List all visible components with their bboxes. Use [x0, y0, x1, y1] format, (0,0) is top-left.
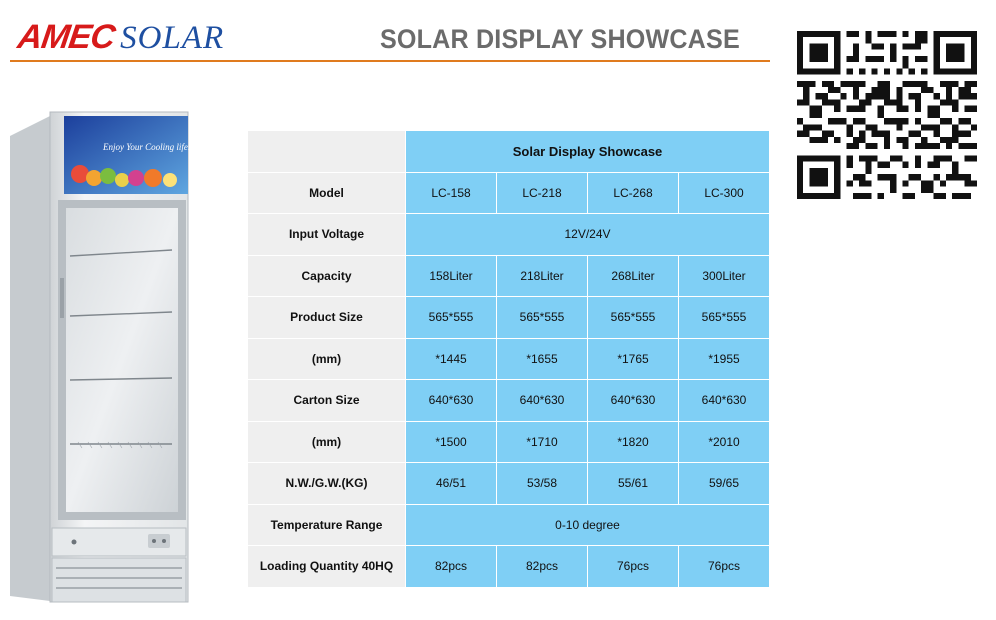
- table-cell: 12V/24V: [404, 213, 771, 256]
- table-cell: 565*555: [496, 296, 588, 339]
- row-label-input-voltage: Input Voltage: [247, 213, 406, 256]
- table-corner-cell: [247, 130, 406, 173]
- row-label-model: Model: [247, 171, 406, 214]
- table-header-row: Solar Display Showcase: [247, 130, 771, 173]
- table-cell: 565*555: [405, 296, 497, 339]
- table-cell: *1955: [677, 337, 771, 380]
- header-divider: [10, 60, 770, 62]
- table-cell: 46/51: [405, 462, 497, 505]
- table-cell: 218Liter: [496, 254, 588, 297]
- table-cell: 0-10 degree: [404, 503, 771, 546]
- table-row: Model LC-158 LC-218 LC-268 LC-300: [247, 171, 771, 214]
- row-label-carton-size-unit: (mm): [247, 420, 406, 463]
- table-cell: 640*630: [587, 379, 679, 422]
- table-row: Temperature Range 0-10 degree: [247, 503, 771, 546]
- table-cell: *1765: [587, 337, 679, 380]
- table-cell: 82pcs: [405, 545, 497, 588]
- brand-logo-solar: SOLAR: [120, 20, 225, 56]
- table-cell: 300Liter: [677, 254, 771, 297]
- table-row: (mm) *1500 *1710 *1820 *2010: [247, 420, 771, 463]
- table-cell: 82pcs: [496, 545, 588, 588]
- banner-text: Enjoy Your Cooling life......: [102, 142, 198, 152]
- table-cell: *1820: [587, 420, 679, 463]
- table-cell: 640*630: [677, 379, 771, 422]
- table-cell: *1655: [496, 337, 588, 380]
- table-cell: 76pcs: [677, 545, 771, 588]
- table-cell: 59/65: [677, 462, 771, 505]
- table-cell: 640*630: [496, 379, 588, 422]
- brand-logo: AMEC SOLAR: [15, 18, 225, 58]
- table-row: N.W./G.W.(KG) 46/51 53/58 55/61 59/65: [247, 462, 771, 505]
- table-cell: 158Liter: [405, 254, 497, 297]
- table-cell: *1710: [496, 420, 588, 463]
- table-cell: 76pcs: [587, 545, 679, 588]
- table-cell: LC-268: [587, 171, 679, 214]
- row-label-product-size: Product Size: [247, 296, 406, 339]
- table-cell: LC-300: [677, 171, 771, 214]
- table-cell: *1500: [405, 420, 497, 463]
- row-label-carton-size: Carton Size: [247, 379, 406, 422]
- table-row: Product Size 565*555 565*555 565*555 565…: [247, 296, 771, 339]
- table-cell: 565*555: [677, 296, 771, 339]
- row-label-product-size-unit: (mm): [247, 337, 406, 380]
- table-row: Loading Quantity 40HQ 82pcs 82pcs 76pcs …: [247, 545, 771, 588]
- spec-table: Solar Display Showcase Model LC-158 LC-2…: [247, 130, 771, 588]
- table-cell: 268Liter: [587, 254, 679, 297]
- table-cell: *1445: [405, 337, 497, 380]
- table-cell: LC-218: [496, 171, 588, 214]
- table-title: Solar Display Showcase: [404, 130, 771, 173]
- row-label-capacity: Capacity: [247, 254, 406, 297]
- table-cell: 640*630: [405, 379, 497, 422]
- table-cell: 53/58: [496, 462, 588, 505]
- table-cell: 565*555: [587, 296, 679, 339]
- table-cell: 55/61: [587, 462, 679, 505]
- table-row: Input Voltage 12V/24V: [247, 213, 771, 256]
- table-row: Capacity 158Liter 218Liter 268Liter 300L…: [247, 254, 771, 297]
- qr-code-icon: [797, 31, 977, 199]
- table-cell: *2010: [677, 420, 771, 463]
- table-row: Carton Size 640*630 640*630 640*630 640*…: [247, 379, 771, 422]
- row-label-weight: N.W./G.W.(KG): [247, 462, 406, 505]
- page-title: SOLAR DISPLAY SHOWCASE: [380, 24, 740, 54]
- table-row: (mm) *1445 *1655 *1765 *1955: [247, 337, 771, 380]
- table-cell: LC-158: [405, 171, 497, 214]
- row-label-temperature: Temperature Range: [247, 503, 406, 546]
- brand-logo-amec: AMEC: [15, 18, 117, 56]
- row-label-loading: Loading Quantity 40HQ: [247, 545, 406, 588]
- display-fridge-image: Enjoy Your Cooling life......: [10, 111, 198, 603]
